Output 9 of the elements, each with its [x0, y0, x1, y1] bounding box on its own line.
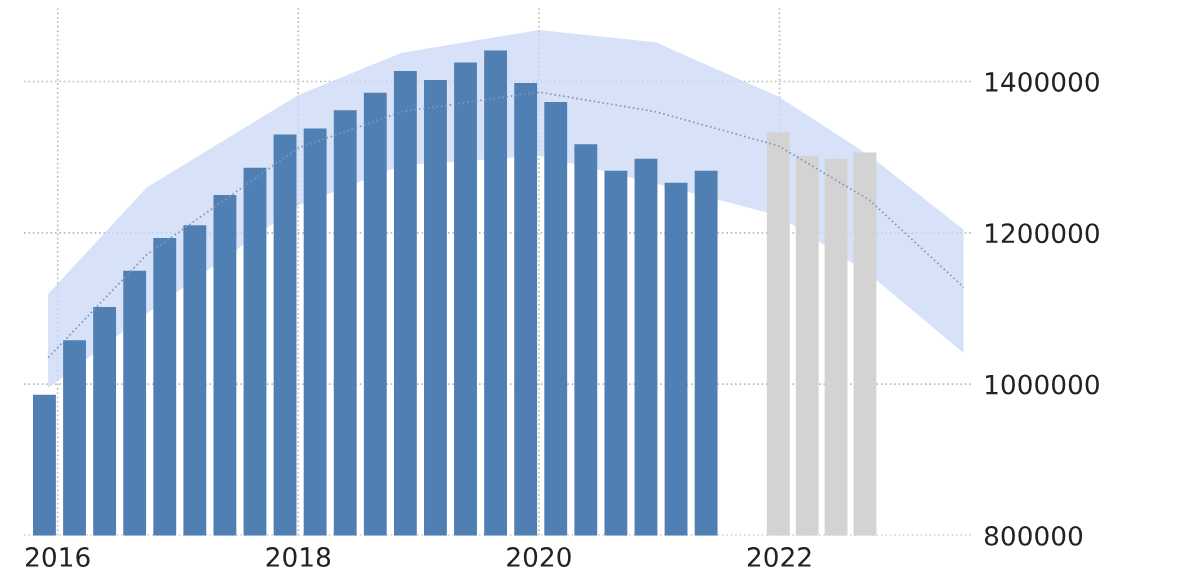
- x-tick-label: 2016: [26, 547, 90, 567]
- y-tick-label: 1200000: [986, 223, 1099, 244]
- line-series: [47, 91, 965, 359]
- x-tick-label: 2018: [266, 547, 331, 567]
- y-tick-label: 1400000: [986, 71, 1099, 92]
- x-tick-label: 2020: [507, 547, 571, 567]
- x-tick-label: 2022: [747, 547, 811, 567]
- y-tick-label: 800000: [984, 525, 1083, 546]
- y-tick-label: 1000000: [986, 374, 1099, 395]
